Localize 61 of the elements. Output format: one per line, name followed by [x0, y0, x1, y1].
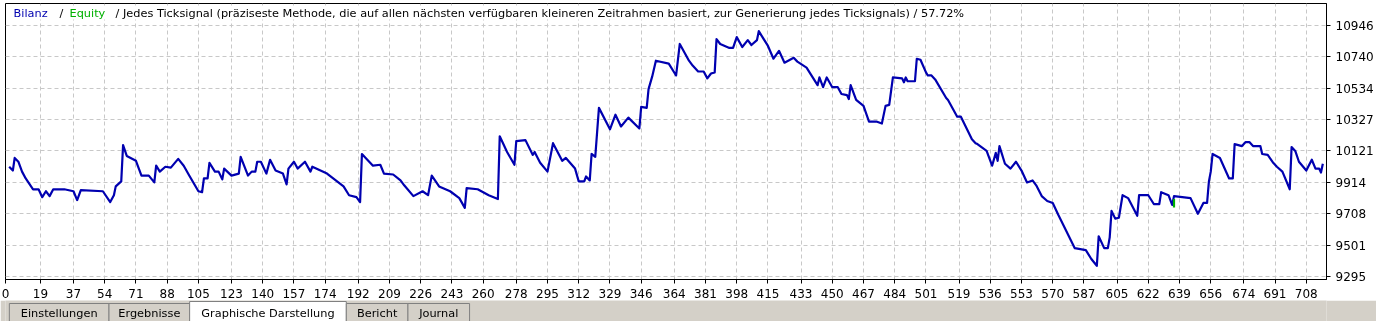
text: Bilanz — [13, 5, 48, 20]
x-tick-label: 37 — [65, 286, 82, 301]
x-tick-label: 140 — [251, 286, 275, 301]
x-tick-label: 691 — [1263, 286, 1287, 301]
x-tick-label: 157 — [282, 286, 306, 301]
x-tick-label: 605 — [1105, 286, 1129, 301]
x-tick-label: 674 — [1232, 286, 1256, 301]
y-tick-label: 10327 — [1335, 113, 1374, 128]
x-tick-label: 433 — [789, 286, 813, 301]
x-tick-label: 278 — [504, 286, 528, 301]
text: Bericht — [356, 305, 398, 320]
x-tick-label: 484 — [883, 286, 907, 301]
y-tick-label: 10946 — [1335, 18, 1374, 33]
x-tick-label: 0 — [1, 286, 10, 301]
x-tick-label: 346 — [629, 286, 653, 301]
chart-title: / Jedes Ticksignal (präziseste Methode, die auf allen nächsten verfügbaren kleineren Zeitrahmen basiert, zur Generierung jedes Ticksignals) / 57.72% — [115, 5, 965, 20]
y-tick-label: 10121 — [1335, 144, 1374, 159]
x-tick-label: 88 — [159, 286, 175, 301]
x-tick-label: 243 — [440, 286, 464, 301]
y-tick-label: 10534 — [1335, 81, 1374, 96]
x-tick-label: 123 — [220, 286, 243, 301]
x-tick-label: 364 — [662, 286, 686, 301]
x-tick-label: 226 — [409, 286, 433, 301]
line-series — [8, 30, 1324, 267]
x-tick-label: 622 — [1136, 286, 1160, 301]
x-tick-label: 639 — [1168, 286, 1191, 301]
x-tick-label: 71 — [128, 286, 144, 301]
x-tick-label: 19 — [32, 286, 49, 301]
x-tick-label: 105 — [186, 286, 210, 301]
x-tick-label: 501 — [914, 286, 938, 301]
x-tick-label: 54 — [97, 286, 113, 301]
x-tick-label: 415 — [756, 286, 780, 301]
x-tick-label: 260 — [471, 286, 495, 301]
x-tick-label: 174 — [313, 286, 337, 301]
x-tick-label: 467 — [852, 286, 875, 301]
x-tick-label: 295 — [536, 286, 559, 301]
y-tick-label: 10740 — [1335, 50, 1374, 65]
text: Graphische Darstellung — [201, 305, 335, 320]
x-tick-label: 329 — [598, 286, 622, 301]
x-tick-label: 381 — [694, 286, 717, 301]
x-tick-label: 656 — [1199, 286, 1223, 301]
x-tick-label: 312 — [567, 286, 591, 301]
text: Ergebnisse — [118, 305, 181, 320]
text: Einstellungen — [20, 305, 98, 320]
x-tick-label: 192 — [346, 286, 370, 301]
text: Equity — [69, 5, 106, 20]
x-tick-label: 708 — [1294, 286, 1318, 301]
x-tick-label: 398 — [725, 286, 749, 301]
y-tick-label: 9708 — [1335, 207, 1367, 222]
annotation: / — [59, 5, 64, 20]
y-tick-label: 9501 — [1335, 238, 1367, 253]
x-tick-label: 450 — [820, 286, 844, 301]
x-tick-label: 570 — [1041, 286, 1065, 301]
y-tick-label: 9295 — [1335, 270, 1367, 285]
x-tick-label: 519 — [947, 286, 971, 301]
text: Journal — [418, 305, 459, 320]
y-tick-label: 9914 — [1335, 175, 1367, 190]
x-tick-label: 587 — [1072, 286, 1096, 301]
x-tick-label: 536 — [978, 286, 1002, 301]
x-tick-label: 553 — [1010, 286, 1033, 301]
x-tick-label: 209 — [378, 286, 401, 301]
